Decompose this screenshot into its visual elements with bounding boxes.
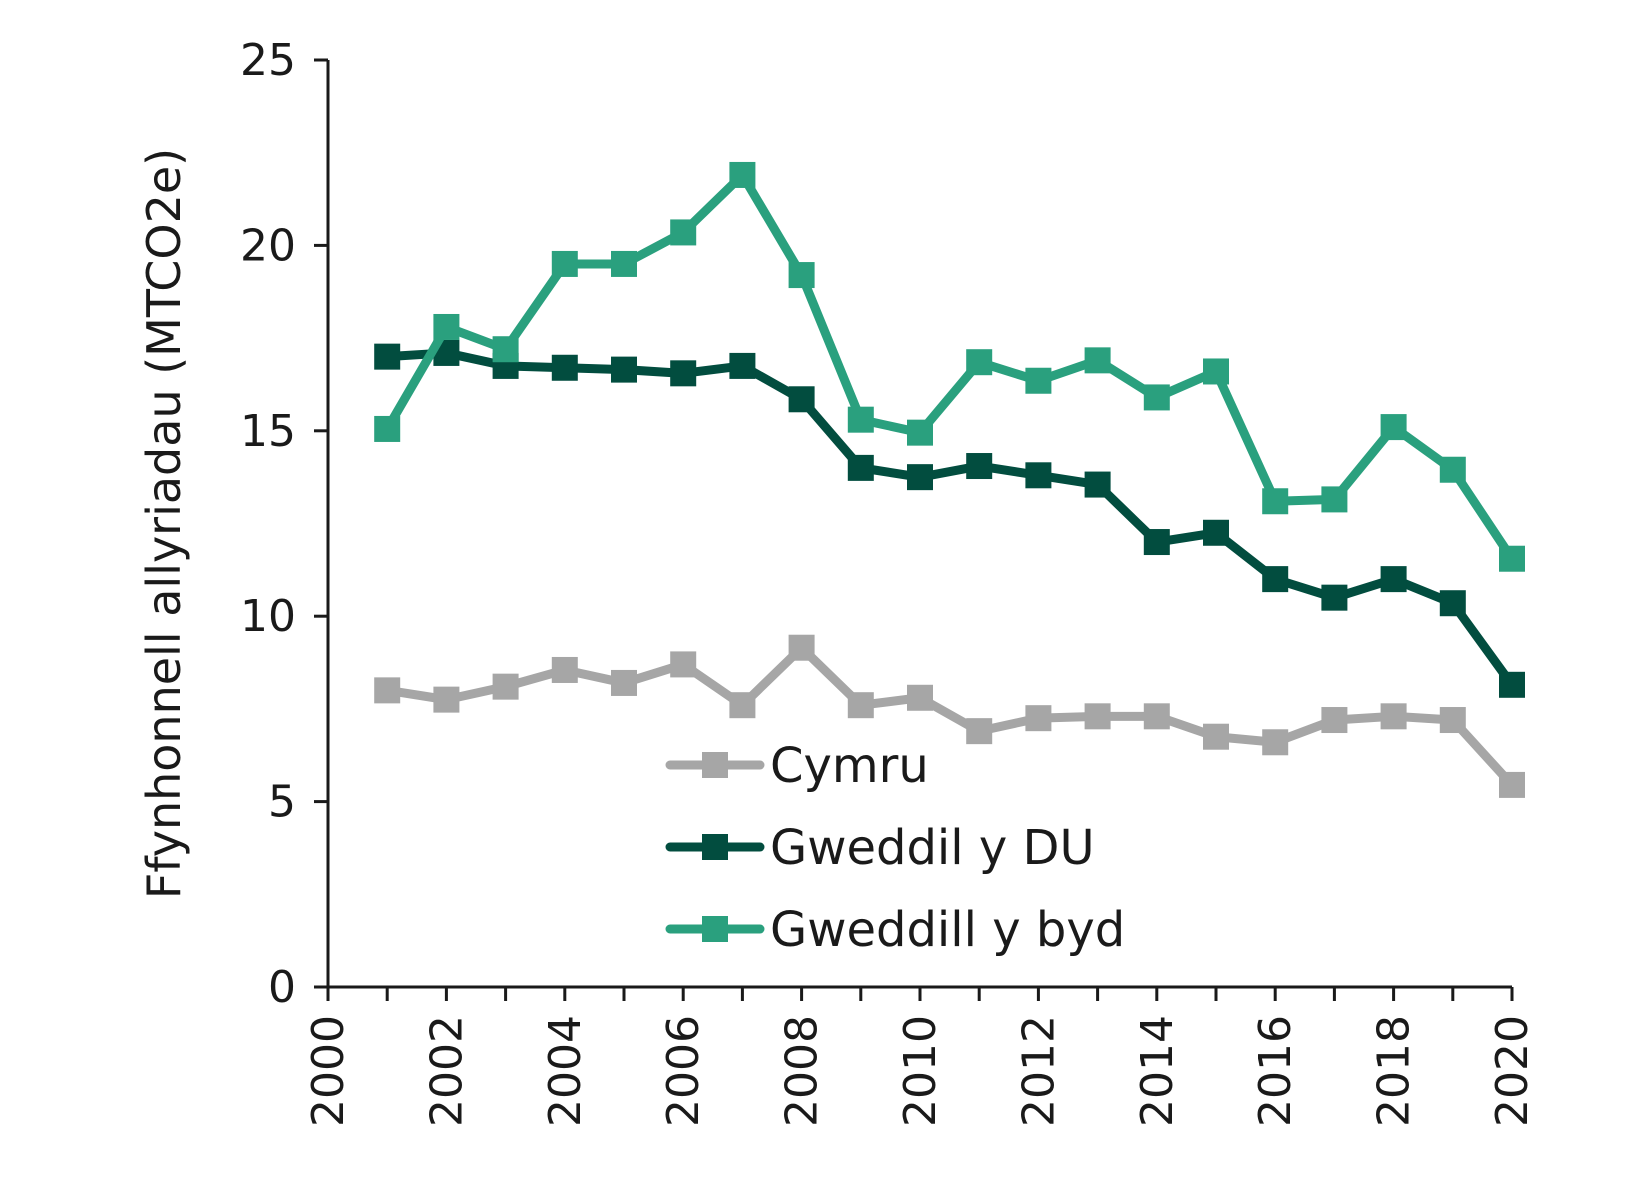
legend-item: Cymru [665, 738, 929, 794]
data-point [492, 336, 519, 363]
data-point [907, 464, 933, 491]
data-point [1439, 707, 1466, 734]
data-point [670, 651, 697, 678]
x-tick-label: 2006 [658, 1015, 709, 1127]
data-point [729, 352, 756, 379]
data-point [1499, 771, 1525, 798]
y-tick-label: 10 [240, 591, 296, 642]
data-point [670, 360, 697, 387]
x-tick-label: 2012 [1013, 1015, 1064, 1127]
data-point [1380, 703, 1407, 730]
data-point [788, 634, 815, 661]
data-point [611, 669, 637, 696]
data-point [907, 419, 933, 446]
x-tick-label: 2018 [1369, 1015, 1420, 1127]
data-point [1084, 703, 1111, 730]
data-point [1439, 590, 1466, 617]
legend-item: Gweddill y byd [665, 902, 1125, 958]
y-tick-label: 25 [240, 35, 296, 86]
x-tick-label: 2002 [421, 1015, 472, 1127]
data-point [1380, 566, 1407, 593]
legend-item: Gweddil y DU [665, 820, 1095, 876]
data-point [847, 406, 874, 433]
legend-label: Cymru [770, 738, 929, 794]
legend-swatch-marker [702, 752, 728, 778]
data-point [1203, 519, 1229, 546]
data-point [551, 354, 578, 381]
legend: Cymru Gweddil y DU Gweddill y byd [665, 738, 1125, 958]
data-point [1321, 584, 1348, 611]
data-point [374, 343, 401, 370]
data-point [1262, 488, 1289, 515]
data-point [966, 349, 993, 376]
data-point [1499, 671, 1525, 698]
data-point [492, 673, 519, 700]
x-tick-label: 2008 [777, 1015, 828, 1127]
y-tick-label: 0 [268, 962, 296, 1013]
data-point [1439, 456, 1466, 483]
data-point [1321, 486, 1348, 513]
data-point [1321, 707, 1348, 734]
series-1 [374, 634, 1525, 798]
data-point [1143, 384, 1170, 411]
legend-label: Gweddill y byd [770, 902, 1125, 958]
x-tick-label: 2014 [1132, 1015, 1183, 1127]
data-point [433, 313, 460, 340]
x-tick-label: 2000 [303, 1015, 354, 1127]
data-point [374, 677, 401, 704]
data-point [1143, 703, 1170, 730]
x-tick-label: 2016 [1250, 1015, 1301, 1127]
data-point [1084, 347, 1111, 374]
data-point [788, 386, 815, 413]
data-point [1025, 367, 1052, 394]
data-point [1262, 566, 1289, 593]
data-point [966, 718, 993, 745]
data-point [670, 219, 697, 246]
x-tick-label: 2010 [895, 1015, 946, 1127]
legend-label: Gweddil y DU [770, 820, 1095, 876]
data-point [1084, 471, 1111, 498]
data-point [729, 161, 756, 188]
y-tick-label: 5 [268, 777, 296, 828]
data-point [1499, 545, 1525, 572]
data-point [847, 692, 874, 719]
y-ticks: 0 5 10 15 20 25 [240, 35, 328, 1013]
y-tick-label: 15 [240, 406, 296, 457]
data-point [1143, 529, 1170, 556]
x-tick-label: 2004 [540, 1015, 591, 1127]
series-3 [374, 161, 1525, 572]
data-point [433, 686, 460, 713]
series-2 [374, 339, 1525, 698]
data-point [1025, 462, 1052, 489]
y-axis-title: Ffynhonnell allyriadau (MTCO2e) [137, 148, 191, 899]
data-point [551, 656, 578, 683]
data-point [611, 250, 637, 277]
data-point [1025, 705, 1052, 732]
data-point [847, 454, 874, 481]
data-point [611, 356, 637, 383]
data-point [374, 415, 401, 442]
y-tick-label: 20 [240, 220, 296, 271]
data-point [1203, 358, 1229, 385]
data-point [551, 250, 578, 277]
data-point [788, 262, 815, 289]
data-point [1380, 414, 1407, 441]
legend-swatch-marker [702, 834, 728, 860]
data-point [729, 692, 756, 719]
data-point [966, 453, 993, 480]
legend-swatch-marker [702, 916, 728, 942]
x-ticks: 2000 2002 2004 2006 2008 2010 2012 2014 2016 2018… [303, 987, 1538, 1127]
data-point [1203, 723, 1229, 750]
x-tick-label: 2020 [1487, 1015, 1538, 1127]
series-layer [374, 161, 1525, 798]
data-point [1262, 729, 1289, 756]
data-point [907, 684, 933, 711]
